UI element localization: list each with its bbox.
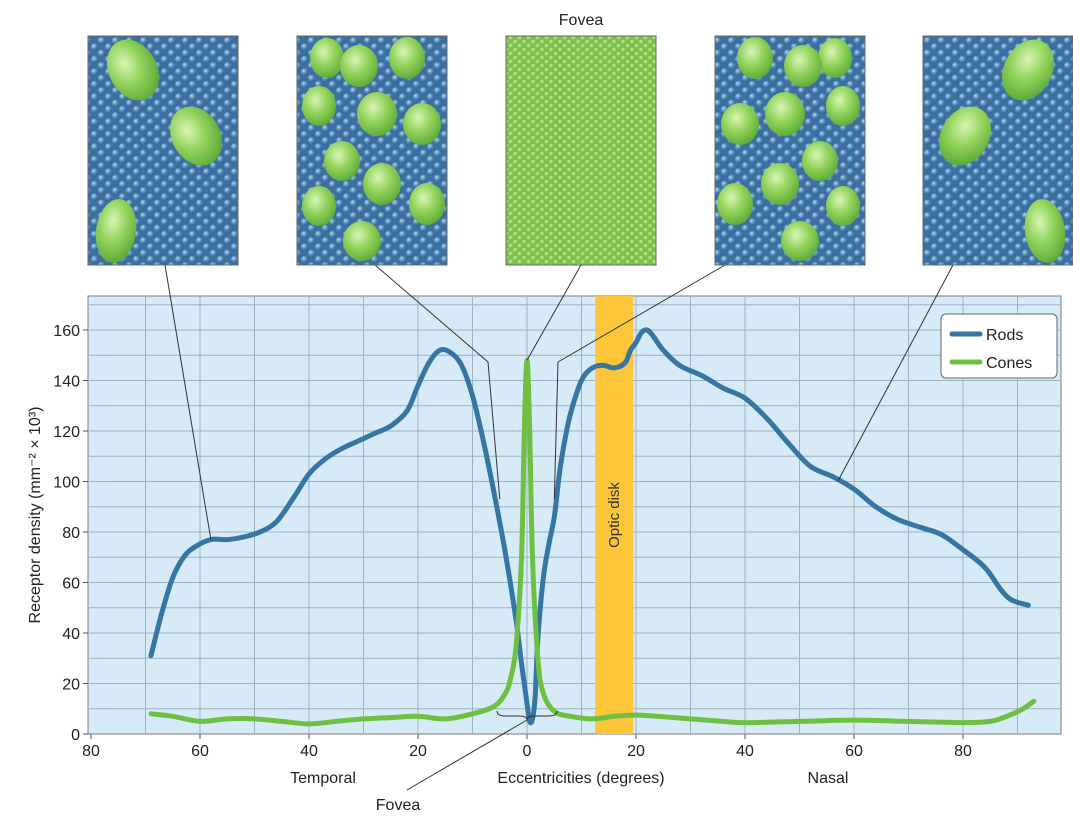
x-tick-label: 80 — [82, 743, 100, 760]
y-tick-label: 120 — [53, 424, 80, 441]
y-tick-label: 20 — [62, 677, 80, 694]
cone-cell — [826, 186, 860, 226]
y-tick-label: 60 — [62, 576, 80, 593]
y-tick-label: 100 — [53, 475, 80, 492]
cone-cell — [302, 186, 336, 226]
cone-cell — [389, 37, 425, 79]
panel-link-line — [553, 264, 726, 500]
cone-cell — [170, 106, 222, 166]
cone-cell — [107, 39, 159, 101]
panel-link-line — [164, 264, 212, 540]
mosaic-panel-2 — [296, 35, 448, 266]
mosaic-panel-1 — [87, 35, 239, 266]
series-line-cones — [148, 357, 1037, 727]
x-tick-label: 20 — [409, 743, 427, 760]
cone-cell — [324, 141, 360, 181]
cone-cell — [363, 163, 401, 205]
cone-cell — [721, 103, 759, 145]
mosaic-panel-4 — [714, 35, 866, 266]
panel-link-line — [374, 264, 501, 500]
legend: Rods Cones — [940, 313, 1058, 379]
plot-area — [87, 295, 1062, 735]
panel-link-lines — [164, 264, 954, 540]
plot-background — [87, 295, 1062, 735]
series-line-rods — [148, 327, 1031, 726]
mosaic-background — [505, 35, 657, 266]
cone-cell — [343, 221, 381, 261]
cone-cell — [765, 92, 805, 136]
x-axis-label: Eccentricities (degrees) — [497, 770, 664, 787]
legend-label-rods: Rods — [986, 327, 1023, 344]
x-tick-label: 60 — [845, 743, 863, 760]
cone-cell — [357, 92, 397, 136]
y-tick-label: 80 — [62, 525, 80, 542]
cone-cell — [340, 45, 378, 87]
panel-link-line — [526, 264, 582, 361]
y-axis-label: Receptor density (mm⁻² × 10³) — [27, 407, 44, 624]
cone-cell — [403, 103, 441, 145]
mosaic-panel-3 — [505, 35, 657, 266]
mosaic-panel-5 — [922, 35, 1073, 266]
y-tick-label: 140 — [53, 374, 80, 391]
bottom-fovea-label: Fovea — [376, 797, 421, 814]
cone-cell — [784, 45, 822, 87]
legend-label-cones: Cones — [986, 355, 1032, 372]
nasal-label: Nasal — [808, 770, 849, 787]
cone-cell — [802, 141, 838, 181]
cone-cell — [1002, 39, 1054, 101]
temporal-label: Temporal — [290, 770, 356, 787]
y-tick-label: 160 — [53, 323, 80, 340]
cone-cell — [761, 163, 799, 205]
cone-cell — [302, 86, 336, 126]
y-axis-ticks: 0 20 40 60 80 100 120 140 160 — [53, 323, 88, 744]
x-tick-label: 0 — [523, 743, 532, 760]
optic-disk-label: Optic disk — [606, 482, 623, 548]
cone-cell — [818, 38, 852, 78]
cone-cell — [781, 221, 819, 261]
x-tick-label: 60 — [191, 743, 209, 760]
cone-cell — [737, 37, 773, 79]
cone-cell — [310, 38, 344, 78]
x-tick-label: 80 — [954, 743, 972, 760]
fovea-bracket — [406, 710, 558, 791]
x-tick-label: 20 — [627, 743, 645, 760]
y-tick-label: 0 — [71, 727, 80, 744]
cone-cell — [826, 86, 860, 126]
top-fovea-label: Fovea — [559, 12, 604, 29]
y-tick-label: 40 — [62, 626, 80, 643]
cone-cell — [717, 183, 753, 225]
x-tick-label: 40 — [300, 743, 318, 760]
grid — [88, 296, 1061, 734]
cone-cell — [409, 183, 445, 225]
cone-cell — [1024, 199, 1066, 263]
cone-cell — [939, 106, 991, 166]
x-axis-ticks: 80 60 40 20 0 20 40 60 80 — [82, 734, 972, 760]
cone-cell — [95, 199, 137, 263]
receptor-mosaic-panels — [87, 35, 1073, 266]
panel-link-line — [837, 264, 954, 482]
x-tick-label: 40 — [736, 743, 754, 760]
